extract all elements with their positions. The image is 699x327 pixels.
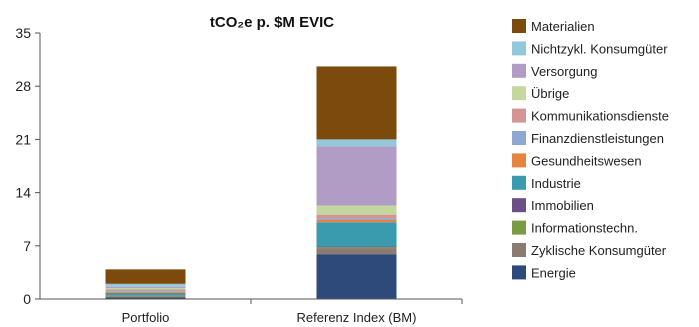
bar-segment <box>105 292 186 296</box>
y-tick-label: 21 <box>15 131 31 147</box>
legend-swatch <box>512 108 526 123</box>
y-axis: 0 7 14 21 28 35 <box>15 25 41 307</box>
bar-segment <box>105 295 186 297</box>
bar-segment <box>316 218 397 220</box>
legend-swatch <box>512 265 526 280</box>
legend-swatch <box>512 86 526 101</box>
bar-segment <box>105 269 186 284</box>
legend-label: Informationstechn. <box>531 221 638 236</box>
legend-label: Nichtzykl. Konsumgüter <box>531 41 668 56</box>
bar-segment <box>105 289 186 292</box>
y-tick-label: 7 <box>23 238 31 254</box>
bar-segment <box>316 254 397 299</box>
legend-label: Übrige <box>531 86 569 101</box>
y-tick-label: 28 <box>15 78 31 94</box>
legend-label: Energie <box>531 265 576 280</box>
legend-label: Materialien <box>531 19 595 34</box>
legend-label: Zyklische Konsumgüter <box>531 243 667 258</box>
bar-segment <box>316 205 397 215</box>
bar-segment <box>316 146 397 206</box>
legend-label: Gesundheitswesen <box>531 153 642 168</box>
bar-segment <box>105 286 186 288</box>
legend-swatch <box>512 175 526 190</box>
y-tick-label: 14 <box>15 185 31 201</box>
chart-title: tCO₂e p. $M EVIC <box>210 14 334 31</box>
bar-segment <box>316 214 397 219</box>
x-category-label: Referenz Index (BM) <box>297 310 417 325</box>
legend-swatch <box>512 153 526 168</box>
legend-label: Industrie <box>531 176 581 191</box>
x-axis: Portfolio Referenz Index (BM) <box>40 298 463 325</box>
bar-segment <box>105 287 186 290</box>
bar-segment <box>105 296 186 298</box>
legend-label: Finanzdienstleistungen <box>531 131 664 146</box>
bar-segment <box>316 219 397 223</box>
legend-swatch <box>512 41 526 56</box>
legend-swatch <box>512 220 526 235</box>
bars <box>105 66 397 299</box>
legend-label: Immobilien <box>531 198 594 213</box>
y-tick-label: 35 <box>15 25 31 41</box>
bar-segment <box>105 291 186 292</box>
legend-swatch <box>512 19 526 33</box>
bar-segment <box>105 283 186 287</box>
y-tick-label: 0 <box>23 291 31 307</box>
bar-segment <box>316 139 397 147</box>
legend-swatch <box>512 243 526 257</box>
legend-swatch <box>512 131 526 145</box>
bar-segment <box>105 297 186 299</box>
x-category-label: Portfolio <box>122 310 170 325</box>
legend-swatch <box>512 198 526 213</box>
legend-swatch <box>512 63 526 78</box>
legend-label: Kommunikationsdienste <box>531 109 669 124</box>
bar-segment <box>316 248 397 255</box>
bar-segment <box>316 247 397 249</box>
legend-label: Versorgung <box>531 64 598 79</box>
bar-segment <box>316 222 397 247</box>
bar-segment <box>105 291 186 293</box>
bar-segment <box>316 246 397 248</box>
bar-segment <box>316 66 397 140</box>
legend: Materialien Nichtzykl. Konsumgüter Versorg… <box>512 19 669 280</box>
